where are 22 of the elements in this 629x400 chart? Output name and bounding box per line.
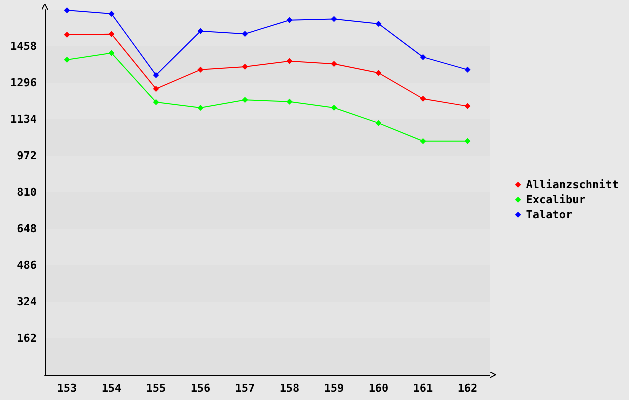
x-tick-label: 161	[413, 382, 434, 395]
y-tick-label: 324	[17, 296, 38, 308]
y-tick-label: 972	[17, 150, 37, 162]
x-tick-label: 154	[102, 382, 122, 395]
y-tick-label: 1458	[10, 40, 37, 53]
y-tick-label: 810	[17, 186, 37, 199]
x-tick-label: 156	[190, 382, 212, 395]
x-tick-label: 162	[458, 382, 478, 395]
x-tick-label: 158	[280, 382, 300, 395]
x-tick-label: 159	[324, 382, 344, 395]
legend-label: Allianzschnitt	[526, 178, 620, 192]
y-tick-label: 162	[17, 332, 37, 345]
x-tick-label: 160	[368, 382, 389, 395]
y-tick-label: 1134	[10, 113, 38, 126]
x-tick-label: 155	[146, 382, 166, 395]
y-tick-label: 1296	[10, 76, 38, 90]
legend-label: Talator	[526, 208, 574, 222]
legend-label: Excalibur	[526, 194, 586, 206]
x-tick-label: 153	[57, 382, 78, 395]
x-tick-label: 157	[235, 382, 256, 395]
y-tick-label: 648	[17, 222, 37, 236]
y-tick-label: 486	[17, 259, 38, 272]
